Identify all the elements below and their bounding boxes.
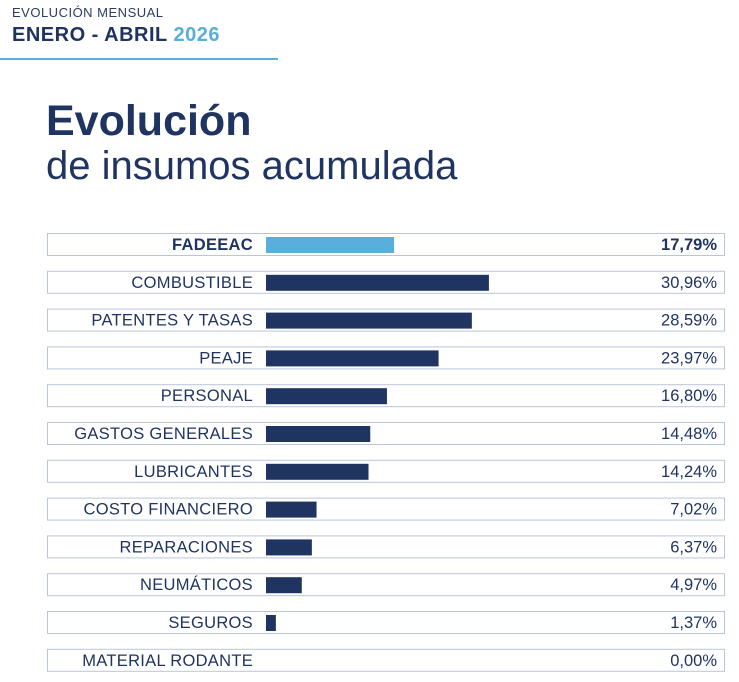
value-label: 17,79%: [661, 236, 717, 254]
chart-row: PERSONAL 16,80%: [47, 384, 725, 408]
value-label: 7,02%: [670, 501, 717, 519]
chart-row: SEGUROS 1,37%: [47, 611, 725, 634]
bar: [266, 615, 276, 631]
chart-row: COMBUSTIBLE 30,96%: [47, 270, 725, 294]
category-label: REPARACIONES: [120, 538, 254, 556]
bar: [266, 388, 387, 405]
chart-row: PEAJE 23,97%: [47, 346, 725, 370]
row-frame: [47, 422, 725, 445]
bar: [266, 426, 371, 442]
category-label: LUBRICANTES: [134, 463, 253, 481]
bar: [266, 274, 489, 291]
title-line-1: Evolución: [46, 97, 252, 145]
chart-row: FADEEAC 17,79%: [47, 233, 725, 256]
page-title: Evolución de insumos acumulada: [46, 98, 457, 188]
value-label: 4,97%: [670, 576, 717, 594]
category-label: PEAJE: [199, 349, 253, 367]
row-frame: [47, 648, 725, 672]
bar: [266, 577, 302, 594]
value-label: 23,97%: [661, 349, 717, 367]
bar: [266, 237, 395, 253]
category-label: COMBUSTIBLE: [131, 274, 253, 292]
chart-row: COSTO FINANCIERO 7,02%: [47, 497, 725, 521]
bar: [266, 312, 472, 329]
category-label: PATENTES Y TASAS: [91, 312, 253, 330]
chart-row: MATERIAL RODANTE 0,00%: [47, 648, 725, 672]
category-label: MATERIAL RODANTE: [82, 652, 253, 670]
value-label: 14,48%: [661, 425, 717, 443]
bar: [266, 539, 312, 556]
value-label: 16,80%: [661, 387, 717, 405]
category-label: SEGUROS: [168, 614, 253, 632]
row-frame: [47, 535, 725, 559]
value-label: 28,59%: [661, 312, 717, 330]
category-label: NEUMÁTICOS: [140, 575, 253, 594]
header-divider: [0, 58, 278, 60]
bar: [266, 501, 317, 518]
chart-row: REPARACIONES 6,37%: [47, 535, 725, 559]
category-label: GASTOS GENERALES: [74, 425, 253, 443]
title-line-2: de insumos acumulada: [46, 144, 458, 188]
value-label: 6,37%: [670, 538, 717, 556]
chart-row: PATENTES Y TASAS 28,59%: [47, 308, 725, 332]
row-frame: [47, 459, 725, 483]
value-label: 14,24%: [661, 463, 717, 481]
chart-row: LUBRICANTES 14,24%: [47, 459, 725, 483]
chart-row: NEUMÁTICOS 4,97%: [47, 573, 725, 597]
value-label: 0,00%: [670, 652, 717, 670]
category-label: COSTO FINANCIERO: [83, 501, 253, 519]
value-label: 30,96%: [661, 274, 717, 292]
chart-row: GASTOS GENERALES 14,48%: [47, 422, 725, 445]
row-frame: [47, 573, 725, 597]
header: EVOLUCIÓN MENSUAL ENERO - ABRIL 2026: [12, 5, 220, 47]
row-frame: [47, 497, 725, 521]
category-label: PERSONAL: [161, 387, 253, 405]
header-range-year: 2026: [173, 24, 220, 46]
header-subtitle: EVOLUCIÓN MENSUAL: [12, 5, 164, 20]
header-range-months: ENERO - ABRIL: [12, 24, 168, 46]
row-frame: [47, 611, 725, 634]
category-label: FADEEAC: [172, 236, 253, 254]
header-range: ENERO - ABRIL 2026: [12, 24, 220, 47]
bar: [266, 350, 439, 367]
value-label: 1,37%: [670, 614, 717, 632]
bar: [266, 463, 369, 480]
